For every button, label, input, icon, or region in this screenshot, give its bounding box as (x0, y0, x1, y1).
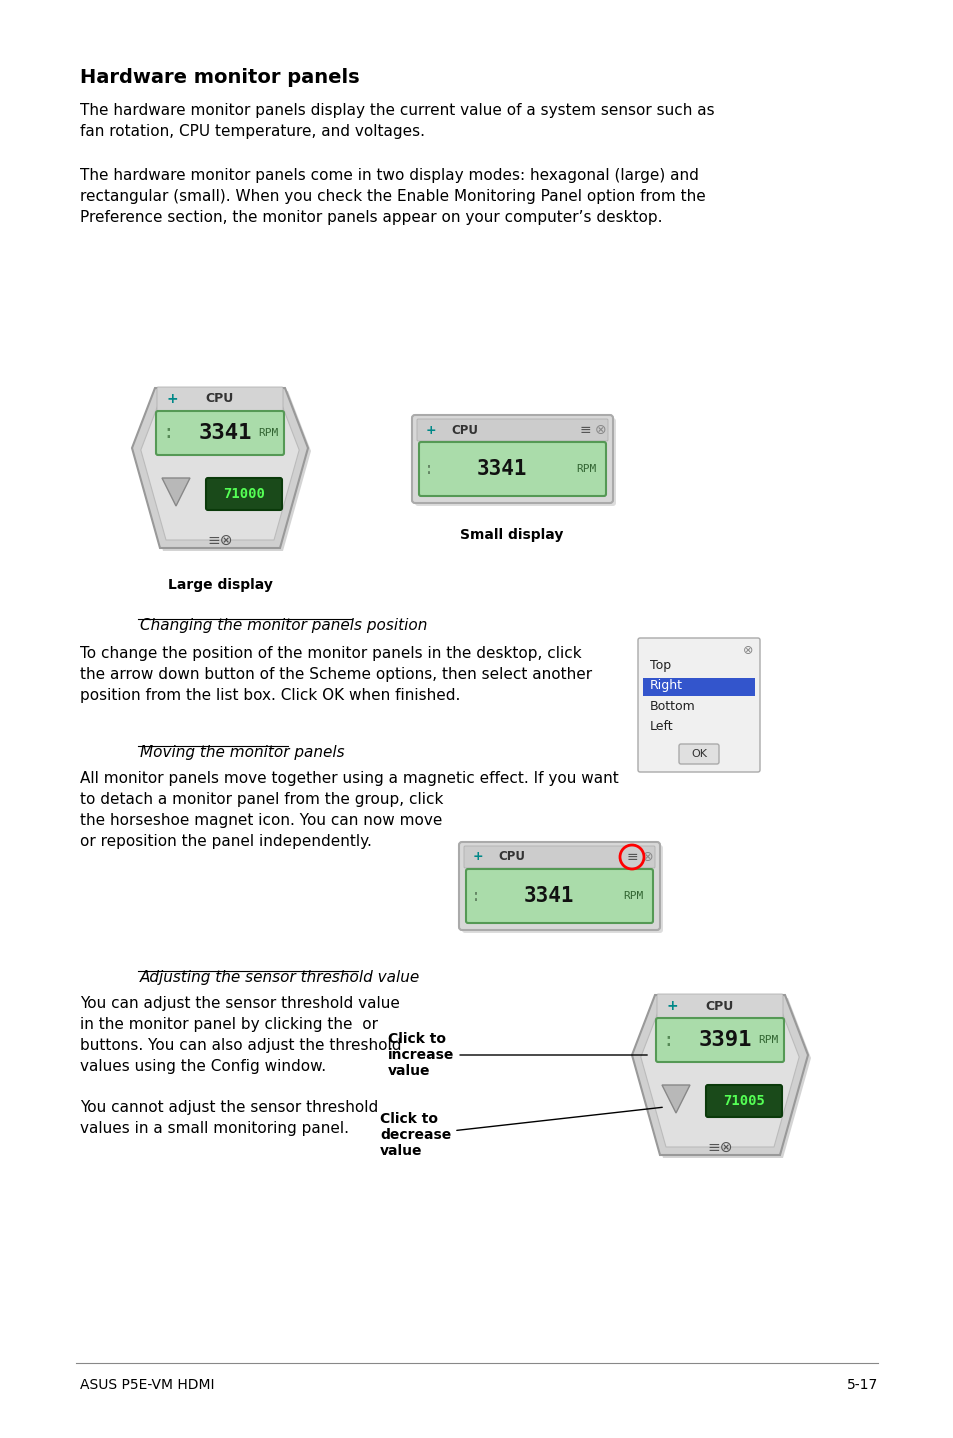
FancyBboxPatch shape (418, 441, 605, 496)
Text: Small display: Small display (460, 528, 563, 542)
Text: CPU: CPU (451, 424, 478, 437)
FancyBboxPatch shape (458, 843, 659, 930)
Text: ≡⊗: ≡⊗ (207, 532, 233, 548)
Text: Click to
decrease
value: Click to decrease value (379, 1107, 661, 1158)
Text: +: + (665, 999, 677, 1012)
Text: +: + (472, 850, 483, 863)
FancyBboxPatch shape (412, 416, 613, 503)
Text: RPM: RPM (257, 429, 278, 439)
Text: ≡: ≡ (625, 850, 638, 864)
FancyBboxPatch shape (679, 743, 719, 764)
Text: ASUS P5E-VM HDMI: ASUS P5E-VM HDMI (80, 1378, 214, 1392)
FancyBboxPatch shape (416, 418, 607, 441)
Text: You can adjust the sensor threshold value
in the monitor panel by clicking the  : You can adjust the sensor threshold valu… (80, 997, 401, 1074)
Text: 3341: 3341 (198, 423, 252, 443)
Text: OK: OK (690, 749, 706, 759)
Text: ⊗: ⊗ (641, 850, 653, 864)
Text: 3391: 3391 (698, 1030, 751, 1050)
Text: :: : (162, 424, 173, 443)
Text: :: : (471, 887, 480, 905)
Polygon shape (635, 998, 810, 1158)
Text: :: : (661, 1031, 673, 1050)
Text: Changing the monitor panels position: Changing the monitor panels position (140, 618, 427, 633)
Text: Top: Top (649, 660, 670, 673)
Text: Hardware monitor panels: Hardware monitor panels (80, 68, 359, 88)
Text: ≡⊗: ≡⊗ (706, 1139, 732, 1155)
FancyBboxPatch shape (465, 869, 652, 923)
Text: Moving the monitor panels: Moving the monitor panels (140, 745, 344, 761)
Text: To change the position of the monitor panels in the desktop, click
the arrow dow: To change the position of the monitor pa… (80, 646, 592, 703)
Polygon shape (141, 395, 299, 541)
Text: 5-17: 5-17 (846, 1378, 877, 1392)
Text: CPU: CPU (498, 850, 525, 863)
FancyBboxPatch shape (705, 1086, 781, 1117)
FancyBboxPatch shape (206, 477, 282, 510)
Text: ≡: ≡ (578, 423, 590, 437)
Text: +: + (425, 424, 436, 437)
Text: RPM: RPM (576, 464, 596, 475)
Polygon shape (162, 477, 190, 506)
Polygon shape (631, 995, 807, 1155)
Polygon shape (661, 1086, 689, 1113)
Text: ⊗: ⊗ (595, 423, 606, 437)
Text: +: + (166, 393, 177, 406)
FancyBboxPatch shape (642, 677, 754, 696)
FancyBboxPatch shape (638, 638, 760, 772)
Text: Adjusting the sensor threshold value: Adjusting the sensor threshold value (140, 971, 420, 985)
Text: 3341: 3341 (476, 459, 527, 479)
Text: Large display: Large display (168, 578, 273, 592)
FancyBboxPatch shape (156, 411, 284, 454)
Text: 3341: 3341 (523, 886, 574, 906)
Text: Left: Left (649, 719, 673, 732)
FancyBboxPatch shape (461, 846, 662, 933)
FancyBboxPatch shape (656, 1018, 783, 1063)
Text: All monitor panels move together using a magnetic effect. If you want
to detach : All monitor panels move together using a… (80, 771, 618, 848)
Text: 71000: 71000 (223, 487, 265, 500)
FancyBboxPatch shape (657, 994, 782, 1018)
Text: ⊗: ⊗ (742, 643, 753, 657)
FancyBboxPatch shape (415, 418, 616, 506)
Polygon shape (135, 391, 311, 551)
Text: RPM: RPM (757, 1035, 778, 1045)
Text: Bottom: Bottom (649, 699, 695, 712)
Text: The hardware monitor panels display the current value of a system sensor such as: The hardware monitor panels display the … (80, 104, 714, 139)
Text: CPU: CPU (206, 393, 233, 406)
Text: The hardware monitor panels come in two display modes: hexagonal (large) and
rec: The hardware monitor panels come in two … (80, 168, 705, 224)
Text: Right: Right (649, 680, 682, 693)
FancyBboxPatch shape (463, 846, 655, 869)
Polygon shape (132, 388, 308, 548)
Text: Click to
increase
value: Click to increase value (388, 1032, 646, 1078)
Text: RPM: RPM (622, 892, 642, 902)
Text: You cannot adjust the sensor threshold
values in a small monitoring panel.: You cannot adjust the sensor threshold v… (80, 1100, 377, 1136)
FancyBboxPatch shape (157, 387, 283, 411)
Text: 71005: 71005 (722, 1094, 764, 1109)
Polygon shape (640, 1002, 799, 1148)
Text: :: : (423, 460, 434, 477)
Text: CPU: CPU (705, 999, 734, 1012)
